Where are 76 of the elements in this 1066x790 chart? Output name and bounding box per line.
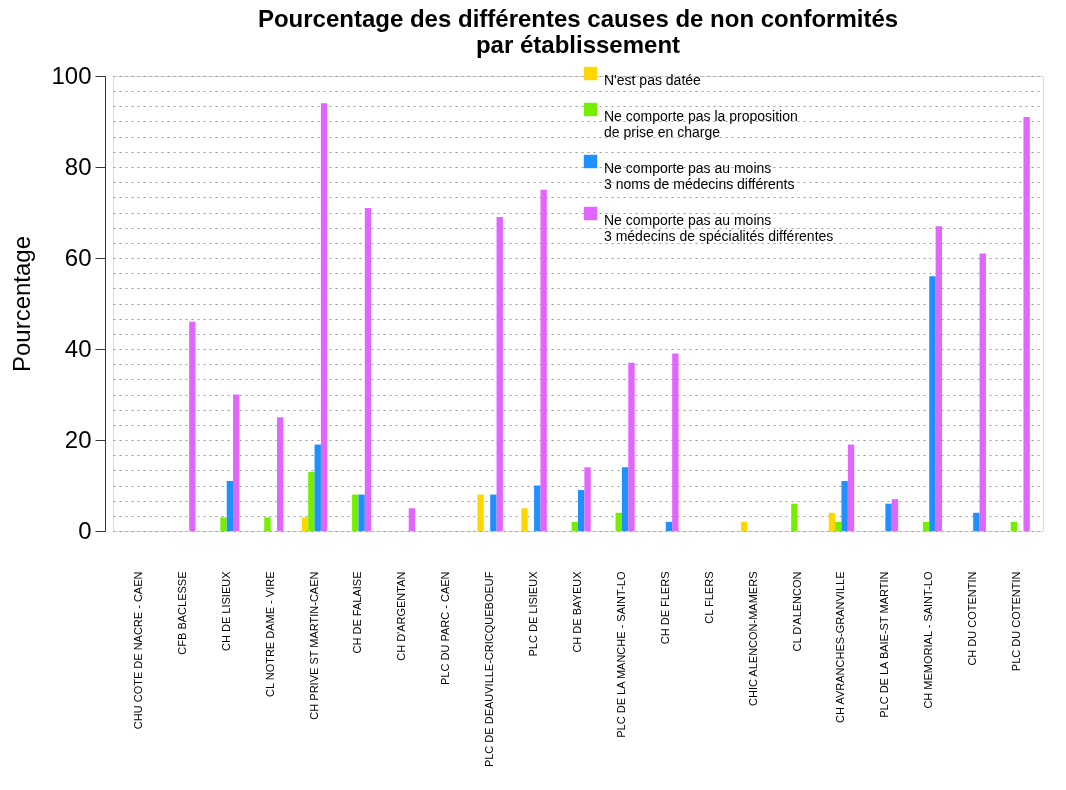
bar — [885, 503, 892, 531]
y-tick-label: 0 — [78, 516, 92, 544]
y-tick-label: 40 — [64, 334, 92, 362]
bar — [665, 521, 673, 531]
bar — [264, 517, 271, 531]
bar — [672, 353, 679, 531]
x-tick-label: CH DE BAYEUX — [571, 570, 583, 653]
bar — [584, 467, 591, 531]
bar — [841, 480, 848, 531]
x-tick-label: PLC DU PARC - CAEN — [439, 571, 452, 685]
legend-label: Ne comporte pas au moins 3 médecins de spécialités différentes — [604, 211, 834, 244]
bar — [301, 517, 309, 531]
y-axis-title: Pourcentage — [8, 235, 36, 373]
bar — [277, 417, 284, 531]
bar — [314, 444, 321, 531]
bar — [929, 276, 936, 531]
bar — [490, 494, 497, 531]
bar — [922, 521, 930, 531]
x-tick-label: PLC DE LISIEUX — [527, 570, 540, 657]
x-tick-label: CH DE FLERS — [658, 571, 671, 645]
legend-label: Ne comporte pas la proposition de prise en charge — [604, 107, 798, 140]
y-tick-label: 80 — [64, 152, 92, 180]
bar — [226, 480, 234, 531]
x-tick-label: CH DE FALAISE — [351, 571, 364, 654]
x-tick-label: CFB BACLESSE — [175, 571, 188, 655]
bar — [352, 494, 359, 531]
bar — [534, 485, 541, 531]
x-tick-label: PLC DE LA MANCHE - SAINT-LO — [614, 571, 627, 738]
x-tick-label: CH MEMORIAL - SAINT-LO — [922, 571, 935, 709]
bar — [628, 362, 635, 531]
bar — [973, 512, 980, 531]
bar — [1010, 521, 1018, 531]
bar — [740, 521, 748, 531]
y-tick-label: 20 — [64, 425, 92, 453]
bar — [615, 512, 622, 531]
bar — [571, 521, 578, 531]
x-tick-label: CH AVRANCHES-GRANVILLE — [834, 571, 847, 723]
bar — [233, 394, 240, 531]
bar — [891, 499, 899, 531]
x-tick-label: PLC DE DEAUVILLE-CRICQUEBOEUF — [483, 571, 496, 768]
bar — [540, 189, 547, 531]
bar — [189, 321, 196, 531]
y-tick-label: 60 — [64, 243, 92, 271]
x-tick-label: PLC DE LA BAIE-ST MARTIN — [878, 571, 891, 718]
y-tick-label: 100 — [51, 61, 92, 89]
bar — [358, 494, 365, 531]
x-tick-label: PLC DU COTENTIN — [1010, 571, 1023, 672]
bar — [408, 508, 416, 531]
x-tick-label: CL NOTRE DAME - VIRE — [263, 571, 276, 697]
bar — [320, 103, 328, 531]
bar — [979, 253, 986, 531]
x-tick-label: CHIC ALENCON-MAMERS — [746, 571, 759, 706]
x-tick-label: CHU COTE DE NACRE - CAEN — [131, 571, 144, 730]
x-tick-label: CH DE LISIEUX — [219, 570, 232, 651]
bar — [847, 444, 855, 531]
bar — [828, 512, 836, 531]
bar — [477, 494, 484, 531]
bar — [621, 467, 629, 531]
x-tick-label: CL FLERS — [702, 571, 715, 624]
bar — [521, 508, 528, 531]
bar — [220, 517, 227, 531]
bar — [364, 207, 372, 531]
bar — [308, 471, 315, 531]
bar — [935, 226, 943, 531]
chart-title: Pourcentage des différentes causes de non conformités par établissement — [257, 5, 899, 58]
legend-label: N'est pas datée — [604, 71, 702, 88]
bar — [578, 490, 585, 531]
bar — [835, 521, 842, 531]
legend-label: Ne comporte pas au moins 3 noms de médecins différents — [604, 159, 795, 192]
bar — [1023, 116, 1030, 531]
bar — [791, 503, 798, 531]
x-tick-label: CH D'ARGENTAN — [395, 571, 408, 661]
bar — [496, 217, 503, 531]
x-tick-label: CL D'ALENCON — [790, 571, 803, 652]
x-tick-label: CH DU COTENTIN — [966, 571, 979, 666]
x-tick-label: CH PRIVE ST MARTIN-CAEN — [307, 571, 320, 720]
